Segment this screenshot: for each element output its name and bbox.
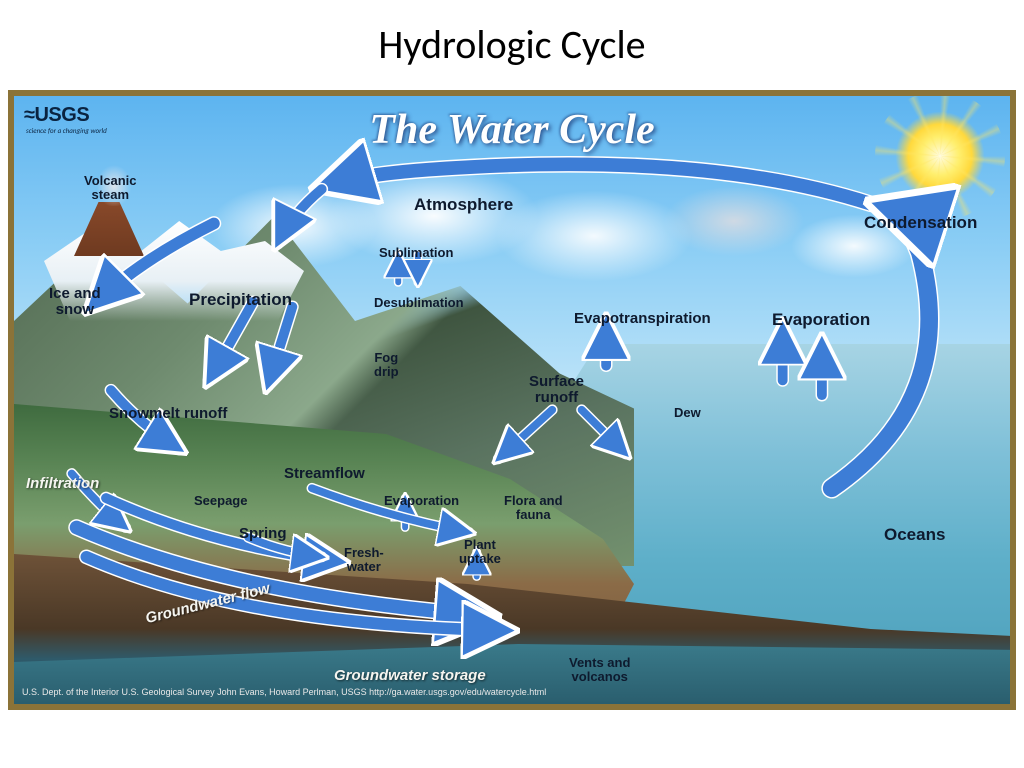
label-groundwater-storage: Groundwater storage <box>334 668 486 684</box>
label-ice-snow: Ice and snow <box>49 286 101 318</box>
label-fog-drip: Fog drip <box>374 351 399 378</box>
label-freshwater: Fresh- water <box>344 546 384 573</box>
label-streamflow: Streamflow <box>284 466 365 482</box>
label-plant-uptake: Plant uptake <box>459 538 501 565</box>
label-sublimation: Sublimation <box>379 246 453 260</box>
usgs-tagline: science for a changing world <box>26 126 107 135</box>
label-condensation: Condensation <box>864 214 977 232</box>
label-seepage: Seepage <box>194 494 247 508</box>
usgs-logo: ≈USGS <box>24 104 89 127</box>
label-surface-runoff: Surface runoff <box>529 374 584 406</box>
label-spring: Spring <box>239 526 287 542</box>
diagram-title: The Water Cycle <box>369 106 654 154</box>
label-infiltration: Infiltration <box>26 476 99 492</box>
label-dew: Dew <box>674 406 701 420</box>
label-evaporation2: Evaporation <box>384 494 459 508</box>
label-vents-volcanos: Vents and volcanos <box>569 656 630 683</box>
label-flora-fauna: Flora and fauna <box>504 494 563 521</box>
water-cycle-diagram: The Water Cycle ≈USGS science for a chan… <box>8 90 1016 710</box>
label-precipitation: Precipitation <box>189 291 292 309</box>
credit-text: U.S. Dept. of the Interior U.S. Geologic… <box>22 688 546 698</box>
label-evapotranspiration: Evapotranspiration <box>574 311 711 327</box>
label-volcanic-steam: Volcanic steam <box>84 174 137 201</box>
sun-icon <box>895 111 985 201</box>
label-desublimation: Desublimation <box>374 296 464 310</box>
label-snowmelt-runoff: Snowmelt runoff <box>109 406 227 422</box>
label-oceans: Oceans <box>884 526 945 544</box>
label-atmosphere: Atmosphere <box>414 196 513 214</box>
label-evaporation: Evaporation <box>772 311 870 329</box>
slide-title: Hydrologic Cycle <box>0 0 1024 79</box>
